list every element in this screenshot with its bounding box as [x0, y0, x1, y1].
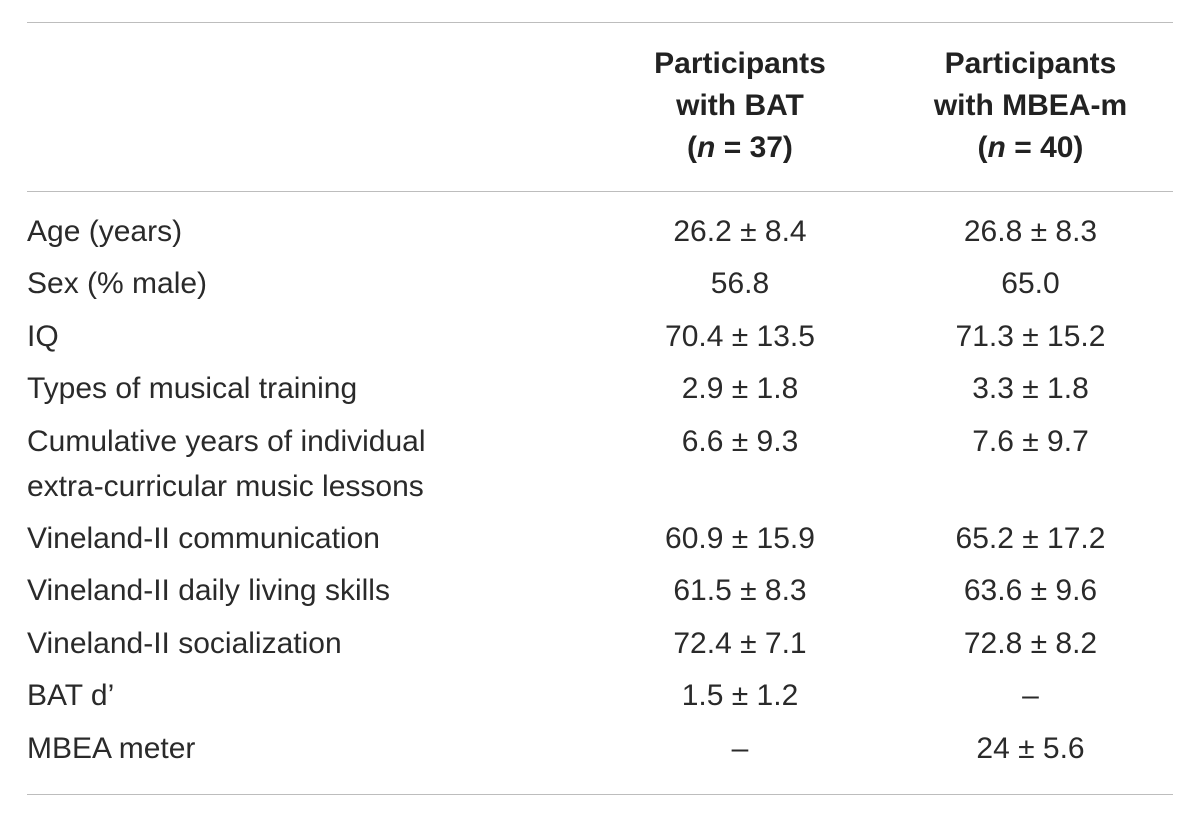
row-bat-value: – — [731, 731, 749, 765]
row-mbea-value: 65.2 ± 17.2 — [955, 521, 1106, 555]
row-label: BAT d’ — [27, 679, 115, 713]
header-bat: Participants with BAT (n = 37) — [592, 23, 888, 191]
row-mbea-value: 72.8 ± 8.2 — [963, 626, 1098, 660]
row-mbea-value: – — [1022, 679, 1039, 713]
table-row: BAT d’ 1.5 ± 1.2 – — [27, 673, 1173, 718]
header-empty-cell — [27, 23, 592, 191]
table-body: Age (years) 26.2 ± 8.4 26.8 ± 8.3 Sex (%… — [27, 192, 1173, 794]
row-label: IQ — [27, 319, 59, 353]
header-bat-n-symbol: n — [697, 131, 716, 164]
row-label: Types of musical training — [27, 372, 358, 406]
table-row: Cumulative years of individual extra-cur… — [27, 419, 1173, 509]
row-label: Vineland-II daily living skills — [27, 574, 390, 608]
table-row: Vineland-II daily living skills 61.5 ± 8… — [27, 568, 1173, 613]
table-row: IQ 70.4 ± 13.5 71.3 ± 15.2 — [27, 314, 1173, 359]
header-mbea-n-symbol: n — [987, 131, 1006, 164]
row-label: Cumulative years of individual extra-cur… — [27, 419, 592, 509]
table-header: Participants with BAT (n = 37) Participa… — [27, 23, 1173, 191]
row-mbea-value: 7.6 ± 9.7 — [972, 424, 1089, 458]
row-bat-value: 26.2 ± 8.4 — [673, 215, 807, 248]
row-label: Vineland-II communication — [27, 521, 380, 555]
row-mbea-value: 63.6 ± 9.6 — [963, 574, 1098, 608]
table-row: Vineland-II communication 60.9 ± 15.9 65… — [27, 516, 1173, 561]
row-bat-value: 6.6 ± 9.3 — [681, 424, 799, 458]
row-label-line1: Cumulative years of individual — [27, 424, 426, 458]
header-bat-line2: with BAT — [676, 89, 804, 122]
row-bat-value: 61.5 ± 8.3 — [673, 574, 807, 608]
participant-characteristics-table: Participants with BAT (n = 37) Participa… — [27, 22, 1173, 795]
row-mbea-value: 3.3 ± 1.8 — [972, 372, 1089, 406]
table-row: Types of musical training 2.9 ± 1.8 3.3 … — [27, 366, 1173, 411]
row-mbea-value: 65.0 — [1001, 267, 1060, 301]
row-bat-value: 72.4 ± 7.1 — [673, 626, 807, 660]
row-bat-value: 70.4 ± 13.5 — [665, 319, 815, 353]
header-bat-n: (n = 37) — [592, 127, 888, 169]
bottom-rule — [27, 793, 1173, 795]
header-mbea-paren: ( — [977, 131, 988, 164]
row-label: Age (years) — [27, 215, 183, 248]
row-bat-value: 2.9 ± 1.8 — [681, 372, 799, 406]
table-row: Vineland-II socialization 72.4 ± 7.1 72.… — [27, 621, 1173, 666]
header-bat-paren: ( — [687, 131, 698, 164]
table-row: Sex (% male) 56.8 65.0 — [27, 261, 1173, 306]
row-label-line2: extra-curricular music lessons — [27, 469, 424, 503]
top-rule — [27, 22, 1173, 23]
header-mbea-n-value: = 40) — [1005, 131, 1084, 164]
header-mbea-line1: Participants — [944, 47, 1117, 80]
row-label: Sex (% male) — [27, 267, 208, 301]
row-bat-value: 56.8 — [710, 267, 770, 301]
row-bat-value: 1.5 ± 1.2 — [681, 679, 799, 713]
row-mbea-value: 24 ± 5.6 — [976, 731, 1085, 765]
header-mbea-line2: with MBEA-m — [933, 89, 1128, 122]
header-bat-n-value: = 37) — [715, 131, 793, 164]
header-bat-line1: Participants — [654, 47, 826, 80]
row-mbea-value: 71.3 ± 15.2 — [955, 319, 1106, 353]
table-row: Age (years) 26.2 ± 8.4 26.8 ± 8.3 — [27, 209, 1173, 254]
header-mbea-n: (n = 40) — [888, 127, 1173, 169]
header-mbea: Participants with MBEA-m (n = 40) — [888, 23, 1173, 191]
row-label: MBEA meter — [27, 731, 196, 765]
row-mbea-value: 26.8 ± 8.3 — [963, 215, 1098, 248]
header-rule — [27, 191, 1173, 192]
row-bat-value: 60.9 ± 15.9 — [665, 521, 815, 555]
table-row: MBEA meter – 24 ± 5.6 — [27, 726, 1173, 771]
row-label: Vineland-II socialization — [27, 626, 342, 660]
